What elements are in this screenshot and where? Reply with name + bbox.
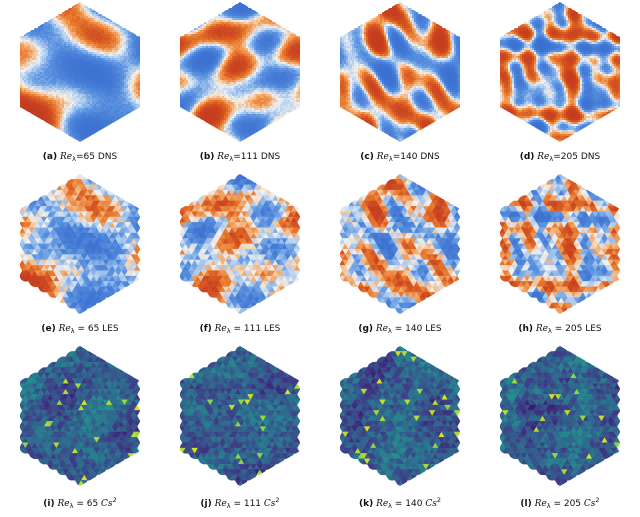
panel-caption: (d) Reλ=205 DNS bbox=[480, 152, 640, 163]
reynolds-symbol: Re bbox=[376, 499, 388, 509]
panel-caption: (j) Reλ = 111 Cs2 bbox=[160, 496, 320, 510]
equals-sign: = bbox=[233, 152, 241, 162]
hexagon-field-plot bbox=[170, 174, 310, 314]
panel-tag: (f) bbox=[200, 324, 212, 334]
panel-tag: (g) bbox=[358, 324, 373, 334]
reynolds-value: 111 bbox=[241, 152, 258, 162]
hexagon-field-plot bbox=[490, 174, 630, 314]
panel-caption: (a) Reλ=65 DNS bbox=[0, 152, 160, 163]
panel-e: (e) Reλ = 65 LES bbox=[0, 174, 160, 345]
hexagon-field-plot bbox=[330, 346, 470, 486]
smagorinsky-symbol: Cs bbox=[264, 499, 276, 509]
method-label: DNS bbox=[98, 152, 117, 162]
reynolds-symbol: Re bbox=[376, 324, 388, 334]
panel-a: (a) Reλ=65 DNS bbox=[0, 2, 160, 173]
panel-caption: (h) Reλ = 205 LES bbox=[480, 324, 640, 335]
smagorinsky-exponent: 2 bbox=[595, 496, 599, 504]
method-label: LES bbox=[585, 324, 601, 334]
panel-b: (b) Reλ=111 DNS bbox=[160, 2, 320, 173]
smagorinsky-exponent: 2 bbox=[275, 496, 279, 504]
reynolds-symbol: Re bbox=[215, 499, 227, 509]
hexagon-field-plot bbox=[10, 2, 150, 142]
panel-tag: (l) bbox=[520, 499, 531, 509]
hexagon-field-plot bbox=[490, 346, 630, 486]
panel-tag: (d) bbox=[520, 152, 535, 162]
equals-sign: = bbox=[231, 324, 244, 334]
smagorinsky-symbol: Cs bbox=[425, 499, 437, 509]
equals-sign: = bbox=[231, 499, 244, 509]
reynolds-symbol: Re bbox=[57, 499, 69, 509]
reynolds-symbol: Re bbox=[60, 152, 72, 162]
panel-caption: (b) Reλ=111 DNS bbox=[160, 152, 320, 163]
hexagon-field-plot bbox=[170, 2, 310, 142]
reynolds-symbol: Re bbox=[59, 324, 71, 334]
reynolds-symbol: Re bbox=[217, 152, 229, 162]
equals-sign: = bbox=[75, 324, 88, 334]
panel-h: (h) Reλ = 205 LES bbox=[480, 174, 640, 345]
panel-caption: (k) Reλ = 140 Cs2 bbox=[320, 496, 480, 510]
reynolds-value: 65 bbox=[87, 499, 98, 509]
smagorinsky-symbol: Cs bbox=[101, 499, 113, 509]
hexagon-field-plot bbox=[10, 346, 150, 486]
panel-tag: (h) bbox=[518, 324, 533, 334]
panel-l: (l) Reλ = 205 Cs2 bbox=[480, 346, 640, 517]
smagorinsky-symbol: Cs bbox=[584, 499, 596, 509]
reynolds-value: 140 bbox=[405, 324, 422, 334]
panel-j: (j) Reλ = 111 Cs2 bbox=[160, 346, 320, 517]
panel-c: (c) Reλ=140 DNS bbox=[320, 2, 480, 173]
panel-tag: (e) bbox=[41, 324, 55, 334]
panel-d: (d) Reλ=205 DNS bbox=[480, 2, 640, 173]
hexagon-field-plot bbox=[330, 2, 470, 142]
equals-sign: = bbox=[392, 324, 405, 334]
panel-i: (i) Reλ = 65 Cs2 bbox=[0, 346, 160, 517]
hexagon-field-plot bbox=[10, 174, 150, 314]
panel-f: (f) Reλ = 111 LES bbox=[160, 174, 320, 345]
panel-caption: (f) Reλ = 111 LES bbox=[160, 324, 320, 335]
panel-caption: (e) Reλ = 65 LES bbox=[0, 324, 160, 335]
reynolds-value: 205 bbox=[565, 324, 582, 334]
reynolds-value: 65 bbox=[83, 152, 94, 162]
panel-tag: (i) bbox=[43, 499, 54, 509]
panel-caption: (i) Reλ = 65 Cs2 bbox=[0, 496, 160, 510]
panel-tag: (b) bbox=[200, 152, 215, 162]
reynolds-value: 65 bbox=[88, 324, 99, 334]
reynolds-value: 111 bbox=[244, 324, 261, 334]
method-label: DNS bbox=[581, 152, 600, 162]
panel-tag: (j) bbox=[200, 499, 211, 509]
method-label: LES bbox=[264, 324, 280, 334]
panel-g: (g) Reλ = 140 LES bbox=[320, 174, 480, 345]
equals-sign: = bbox=[392, 499, 405, 509]
reynolds-value: 111 bbox=[244, 499, 261, 509]
panel-k: (k) Reλ = 140 Cs2 bbox=[320, 346, 480, 517]
smagorinsky-exponent: 2 bbox=[113, 496, 117, 504]
method-label: LES bbox=[102, 324, 118, 334]
panel-tag: (c) bbox=[360, 152, 374, 162]
smagorinsky-exponent: 2 bbox=[437, 496, 441, 504]
equals-sign: = bbox=[551, 499, 564, 509]
reynolds-symbol: Re bbox=[377, 152, 389, 162]
hexagon-field-plot bbox=[170, 346, 310, 486]
panel-caption: (l) Reλ = 205 Cs2 bbox=[480, 496, 640, 510]
panel-caption: (c) Reλ=140 DNS bbox=[320, 152, 480, 163]
reynolds-symbol: Re bbox=[535, 499, 547, 509]
reynolds-value: 205 bbox=[564, 499, 581, 509]
equals-sign: = bbox=[553, 152, 561, 162]
reynolds-symbol: Re bbox=[537, 152, 549, 162]
reynolds-symbol: Re bbox=[536, 324, 548, 334]
reynolds-value: 140 bbox=[400, 152, 417, 162]
reynolds-value: 205 bbox=[561, 152, 578, 162]
reynolds-symbol: Re bbox=[215, 324, 227, 334]
method-label: LES bbox=[425, 324, 441, 334]
method-label: DNS bbox=[420, 152, 439, 162]
equals-sign: = bbox=[73, 499, 86, 509]
reynolds-value: 140 bbox=[405, 499, 422, 509]
hexagon-field-plot bbox=[490, 2, 630, 142]
panel-tag: (k) bbox=[359, 499, 373, 509]
panel-caption: (g) Reλ = 140 LES bbox=[320, 324, 480, 335]
equals-sign: = bbox=[552, 324, 565, 334]
method-label: DNS bbox=[261, 152, 280, 162]
hexagon-field-plot bbox=[330, 174, 470, 314]
panel-tag: (a) bbox=[43, 152, 57, 162]
